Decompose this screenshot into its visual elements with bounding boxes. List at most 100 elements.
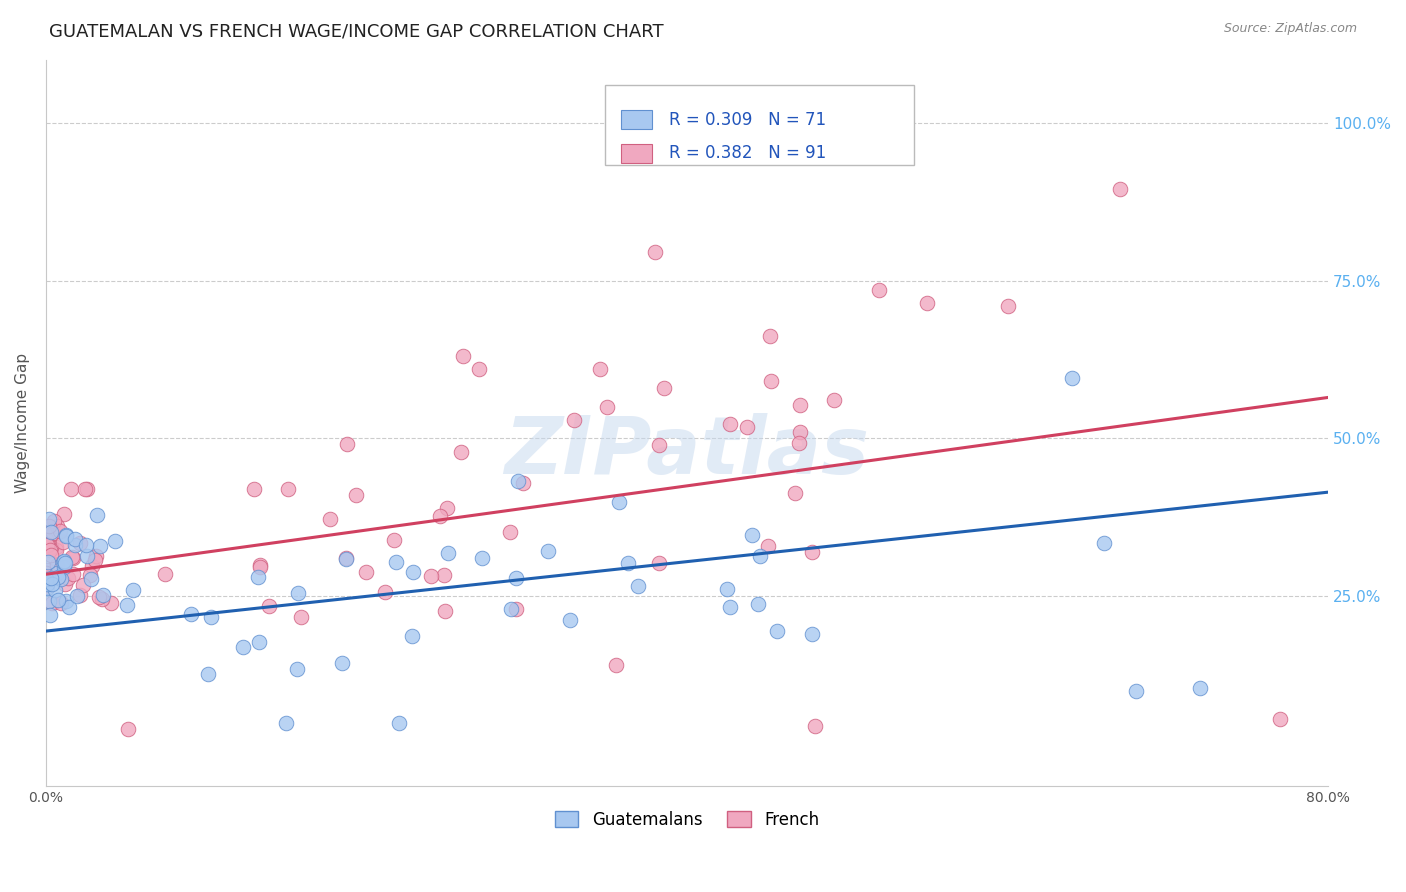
Point xyxy=(84,553,107,567)
Point xyxy=(801,626,824,640)
Point xyxy=(789,425,811,440)
Point xyxy=(48,593,70,607)
Point xyxy=(66,589,89,603)
Point xyxy=(35,580,58,594)
Point xyxy=(385,555,408,569)
Point xyxy=(91,592,114,607)
Point xyxy=(87,591,110,605)
Point xyxy=(46,566,69,580)
Point xyxy=(115,598,138,612)
Point xyxy=(429,509,451,524)
Point xyxy=(53,576,76,591)
Point xyxy=(917,295,939,310)
Point xyxy=(45,558,67,572)
Point xyxy=(38,519,60,533)
Point xyxy=(1125,684,1147,698)
Point xyxy=(52,555,75,569)
Point xyxy=(75,482,97,496)
Text: Source: ZipAtlas.com: Source: ZipAtlas.com xyxy=(1223,22,1357,36)
Point xyxy=(718,600,741,615)
Point xyxy=(38,594,60,608)
Point xyxy=(180,607,202,622)
Point xyxy=(232,640,254,655)
Point xyxy=(562,412,585,426)
Point xyxy=(35,538,58,552)
Point xyxy=(58,570,80,584)
Y-axis label: Wage/Income Gap: Wage/Income Gap xyxy=(15,352,30,492)
Legend: Guatemalans, French: Guatemalans, French xyxy=(548,805,825,836)
Point xyxy=(37,538,59,552)
Point xyxy=(801,545,824,559)
Point xyxy=(387,715,409,730)
Point xyxy=(117,722,139,736)
Point xyxy=(605,657,627,672)
Point xyxy=(508,474,530,488)
Point xyxy=(997,299,1019,313)
Point xyxy=(243,482,266,496)
Point xyxy=(42,514,65,528)
Point xyxy=(42,526,65,541)
Point xyxy=(122,582,145,597)
Point xyxy=(756,540,779,554)
Point xyxy=(79,572,101,586)
Point xyxy=(52,554,75,568)
Point xyxy=(505,602,527,616)
Point xyxy=(402,565,425,579)
Point xyxy=(1268,713,1291,727)
Point xyxy=(62,550,84,565)
Point xyxy=(609,495,631,509)
Point xyxy=(89,539,111,553)
Point xyxy=(336,437,359,451)
Point xyxy=(200,610,222,624)
Point xyxy=(76,549,98,563)
Point xyxy=(35,564,58,578)
Point xyxy=(451,350,474,364)
Point xyxy=(741,528,763,542)
Text: R = 0.309   N = 71: R = 0.309 N = 71 xyxy=(669,111,827,128)
Point xyxy=(93,588,115,602)
Point xyxy=(1108,182,1130,196)
Point xyxy=(69,536,91,550)
Point xyxy=(65,532,87,546)
Point xyxy=(60,549,83,564)
Point xyxy=(35,577,58,591)
Point xyxy=(589,361,612,376)
Point xyxy=(382,533,405,548)
Point xyxy=(868,283,890,297)
Point xyxy=(55,528,77,542)
Point xyxy=(433,568,456,582)
Point xyxy=(787,436,810,450)
Point xyxy=(55,529,77,543)
Point xyxy=(41,596,63,610)
Point xyxy=(65,538,87,552)
Point xyxy=(420,568,443,582)
Point xyxy=(437,546,460,560)
Point xyxy=(648,556,671,570)
Point xyxy=(58,599,80,614)
Point xyxy=(654,381,676,395)
Point xyxy=(737,420,759,434)
Point xyxy=(37,555,59,569)
Point xyxy=(45,542,67,557)
Point xyxy=(49,596,72,610)
Point xyxy=(647,438,669,452)
Point xyxy=(39,542,62,557)
Point xyxy=(79,567,101,582)
Point xyxy=(499,602,522,616)
Point xyxy=(35,566,58,581)
Text: GUATEMALAN VS FRENCH WAGE/INCOME GAP CORRELATION CHART: GUATEMALAN VS FRENCH WAGE/INCOME GAP COR… xyxy=(49,22,664,40)
Point xyxy=(783,486,806,500)
Point xyxy=(276,715,298,730)
Point xyxy=(39,608,62,623)
Point xyxy=(401,629,423,643)
Point xyxy=(46,570,69,584)
Point xyxy=(766,624,789,639)
Point xyxy=(290,609,312,624)
Point xyxy=(62,567,84,582)
Point xyxy=(59,482,82,496)
Point xyxy=(512,476,534,491)
Point xyxy=(247,634,270,648)
Point xyxy=(52,560,75,574)
Point xyxy=(76,482,98,496)
Point xyxy=(69,588,91,602)
